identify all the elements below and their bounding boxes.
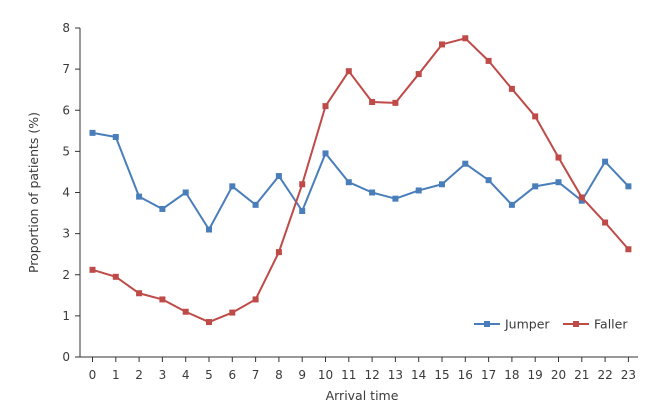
x-tick-label: 10 — [318, 368, 333, 382]
x-tick-label: 18 — [504, 368, 519, 382]
legend-marker-faller — [573, 321, 579, 327]
data-point-faller — [439, 41, 445, 48]
data-point-jumper — [299, 208, 306, 215]
data-point-faller — [89, 266, 96, 273]
legend-label-jumper: Jumper — [504, 317, 550, 332]
data-point-faller — [345, 68, 352, 75]
data-point-jumper — [112, 133, 119, 140]
data-point-jumper — [532, 183, 539, 190]
x-tick-label: 6 — [228, 368, 236, 382]
data-point-faller — [625, 246, 632, 253]
data-point-jumper — [462, 160, 469, 167]
data-point-faller — [369, 99, 376, 106]
data-point-jumper — [275, 173, 282, 180]
x-tick-label: 9 — [298, 368, 306, 382]
data-point-jumper — [508, 201, 515, 208]
data-point-jumper — [345, 179, 352, 186]
legend-label-faller: Faller — [594, 317, 628, 332]
data-point-faller — [299, 181, 306, 188]
data-point-faller — [206, 319, 212, 326]
y-tick-label: 0 — [62, 350, 70, 364]
x-axis-title: Arrival time — [326, 388, 399, 403]
data-point-jumper — [485, 177, 492, 184]
y-tick-label: 5 — [62, 144, 70, 158]
data-point-jumper — [439, 181, 445, 188]
data-point-jumper — [89, 129, 96, 136]
legend-marker-jumper — [484, 321, 490, 327]
data-point-faller — [485, 57, 492, 64]
x-tick-label: 15 — [434, 368, 449, 382]
legend-item-jumper: Jumper — [474, 317, 550, 332]
data-point-faller — [229, 309, 236, 316]
x-tick-label: 4 — [182, 368, 190, 382]
data-point-faller — [275, 249, 282, 256]
data-point-faller — [322, 103, 329, 110]
x-tick-label: 20 — [551, 368, 566, 382]
legend: Jumper Faller — [474, 317, 628, 332]
data-point-jumper — [206, 226, 212, 233]
data-point-faller — [415, 71, 422, 78]
data-point-jumper — [229, 183, 236, 190]
data-point-jumper — [555, 179, 562, 186]
data-point-faller — [555, 154, 562, 161]
series-layer — [89, 35, 632, 326]
data-point-faller — [462, 35, 469, 42]
y-tick-label: 3 — [62, 227, 70, 241]
x-tick-label: 23 — [621, 368, 636, 382]
y-tick-label: 8 — [62, 21, 70, 35]
data-point-faller — [159, 296, 166, 303]
data-point-jumper — [182, 189, 189, 196]
y-tick-label: 7 — [62, 62, 70, 76]
data-point-faller — [532, 113, 539, 120]
data-point-faller — [578, 194, 585, 201]
x-tick-label: 22 — [597, 368, 612, 382]
x-tick-label: 21 — [574, 368, 589, 382]
x-tick-label: 19 — [528, 368, 543, 382]
x-tick-label: 11 — [341, 368, 356, 382]
x-tick-label: 8 — [275, 368, 283, 382]
x-tick-label: 5 — [205, 368, 213, 382]
data-point-faller — [182, 308, 189, 315]
data-point-jumper — [625, 183, 632, 190]
x-tick-label: 14 — [411, 368, 426, 382]
y-axis-title: Proportion of patients (%) — [26, 112, 41, 273]
y-tick-label: 4 — [62, 186, 70, 200]
data-point-faller — [602, 219, 609, 226]
data-point-jumper — [252, 201, 259, 208]
data-point-jumper — [136, 193, 143, 200]
data-point-jumper — [159, 205, 166, 212]
series-faller — [89, 35, 632, 326]
y-tick-label: 1 — [62, 309, 70, 323]
x-tick-label: 12 — [364, 368, 379, 382]
x-tick-label: 17 — [481, 368, 496, 382]
data-point-jumper — [322, 150, 329, 157]
x-tick-label: 3 — [159, 368, 167, 382]
data-point-faller — [252, 296, 259, 303]
x-tick-label: 7 — [252, 368, 260, 382]
data-point-jumper — [369, 189, 376, 196]
series-line-jumper — [92, 131, 630, 231]
x-tick-label: 2 — [135, 368, 143, 382]
data-point-jumper — [602, 158, 609, 165]
data-point-jumper — [415, 187, 422, 194]
data-point-faller — [508, 85, 515, 92]
axes — [79, 28, 638, 358]
data-point-jumper — [578, 197, 585, 204]
y-tick-label: 2 — [62, 268, 70, 282]
x-ticks: 0 1 2 3 4 5 6 7 8 9 10 11 12 13 14 15 16 17 18 19 20 21 22 23 — [89, 357, 636, 382]
series-jumper — [89, 129, 632, 233]
x-tick-label: 0 — [89, 368, 97, 382]
y-ticks: 0 1 2 3 4 5 6 7 8 — [62, 21, 80, 364]
data-point-faller — [112, 273, 119, 280]
data-point-faller — [392, 99, 399, 106]
legend-item-faller: Faller — [563, 317, 628, 332]
x-tick-label: 1 — [112, 368, 120, 382]
x-tick-label: 13 — [388, 368, 403, 382]
x-tick-label: 16 — [458, 368, 473, 382]
y-tick-label: 6 — [62, 103, 70, 117]
data-point-jumper — [392, 195, 399, 202]
data-point-faller — [136, 290, 143, 297]
series-line-faller — [92, 37, 630, 324]
